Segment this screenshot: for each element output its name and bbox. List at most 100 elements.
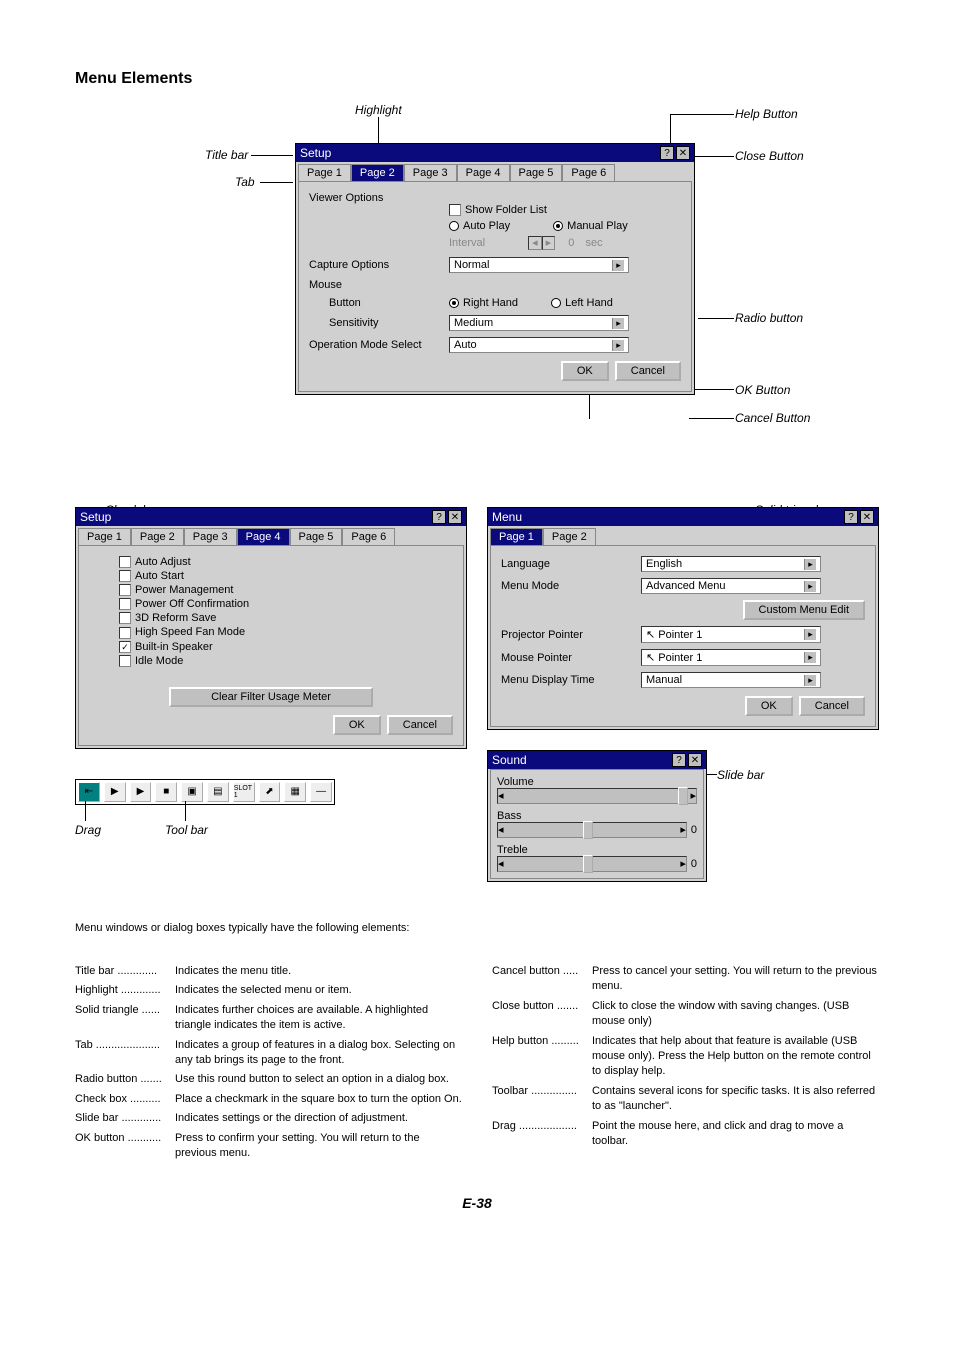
treble-slider[interactable]: ◂▸ — [497, 856, 687, 872]
menu-mode-label: Menu Mode — [501, 580, 641, 592]
ann-tab: Tab — [235, 175, 255, 189]
toolbar-view1-icon[interactable]: ▣ — [181, 782, 203, 802]
check-idle[interactable] — [119, 655, 131, 667]
ann-help-button: Help Button — [735, 107, 798, 121]
toolbar[interactable]: ⇤ ▶ ▶ ■ ▣ ▤ SLOT 1 ⬈ ▦ — — [75, 779, 335, 805]
help-icon[interactable]: ? — [660, 146, 674, 160]
ann-toolbar: Tool bar — [165, 823, 208, 837]
help-icon[interactable]: ? — [432, 510, 446, 524]
menu-disp-time-label: Menu Display Time — [501, 674, 641, 686]
interval-label: Interval — [449, 237, 485, 249]
auto-play-radio[interactable] — [449, 221, 459, 231]
ok-button[interactable]: OK — [333, 715, 381, 735]
op-mode-select[interactable]: Auto▸ — [449, 337, 629, 353]
toolbar-view2-icon[interactable]: ▤ — [207, 782, 229, 802]
check-power-off-conf[interactable] — [119, 598, 131, 610]
toolbar-stop-icon[interactable]: ■ — [155, 782, 177, 802]
check-auto-adjust[interactable] — [119, 556, 131, 568]
custom-menu-edit-button[interactable]: Custom Menu Edit — [743, 600, 865, 620]
tab-page6[interactable]: Page 6 — [342, 528, 395, 545]
fig1-container: Highlight Title bar Tab Help Button Clos… — [75, 103, 879, 483]
auto-play-label: Auto Play — [463, 220, 510, 232]
left-hand-radio[interactable] — [551, 298, 561, 308]
menu-title: Menu — [492, 510, 522, 524]
check-speaker[interactable]: ✓ — [119, 641, 131, 653]
intro-text: Menu windows or dialog boxes typically h… — [75, 922, 879, 934]
ann-highlight: Highlight — [355, 103, 402, 117]
right-hand-label: Right Hand — [463, 297, 518, 309]
mouse-pointer-label: Mouse Pointer — [501, 652, 641, 664]
bass-value: 0 — [691, 824, 697, 836]
proj-pointer-label: Projector Pointer — [501, 629, 641, 641]
ok-button[interactable]: OK — [745, 696, 793, 716]
cancel-button[interactable]: Cancel — [799, 696, 865, 716]
clear-filter-button[interactable]: Clear Filter Usage Meter — [169, 687, 373, 707]
sec-label: sec — [585, 237, 602, 249]
tab-page1[interactable]: Page 1 — [78, 528, 131, 545]
close-icon[interactable]: ✕ — [448, 510, 462, 524]
treble-label: Treble — [497, 844, 697, 856]
capture-options-label: Capture Options — [309, 259, 449, 271]
tab-page6[interactable]: Page 6 — [562, 164, 615, 181]
bass-slider[interactable]: ◂▸ — [497, 822, 687, 838]
toolbar-drag-icon[interactable]: ⇤ — [78, 782, 100, 802]
tab-page2[interactable]: Page 2 — [543, 528, 596, 545]
right-hand-radio[interactable] — [449, 298, 459, 308]
menu-dialog: Menu ?✕ Page 1 Page 2 LanguageEnglish▸ M… — [487, 507, 879, 730]
language-select[interactable]: English▸ — [641, 556, 821, 572]
manual-play-label: Manual Play — [567, 220, 628, 232]
tab-page2[interactable]: Page 2 — [351, 164, 404, 181]
menu-disp-time-select[interactable]: Manual▸ — [641, 672, 821, 688]
close-icon[interactable]: ✕ — [676, 146, 690, 160]
show-folder-label: Show Folder List — [465, 204, 547, 216]
ann-close-button: Close Button — [735, 149, 804, 163]
toolbar-play-icon[interactable]: ▶ — [104, 782, 126, 802]
cancel-button[interactable]: Cancel — [387, 715, 453, 735]
close-icon[interactable]: ✕ — [860, 510, 874, 524]
help-icon[interactable]: ? — [672, 753, 686, 767]
check-hs-fan[interactable] — [119, 627, 131, 639]
tab-page4[interactable]: Page 4 — [457, 164, 510, 181]
help-icon[interactable]: ? — [844, 510, 858, 524]
check-3d-reform[interactable] — [119, 612, 131, 624]
desc-left-col: Title bar .............Indicates the men… — [75, 964, 462, 1165]
toolbar-misc-icon[interactable]: ▦ — [284, 782, 306, 802]
tab-page5[interactable]: Page 5 — [510, 164, 563, 181]
section-title: Menu Elements — [75, 70, 879, 88]
sound-dialog: Sound ?✕ Volume ◂▸ Bass ◂▸ 0 Treble ◂ — [487, 750, 707, 882]
ok-button[interactable]: OK — [561, 361, 609, 381]
bass-label: Bass — [497, 810, 697, 822]
tab-page3[interactable]: Page 3 — [184, 528, 237, 545]
toolbar-setup-icon[interactable]: ⬈ — [259, 782, 281, 802]
menu-mode-select[interactable]: Advanced Menu▸ — [641, 578, 821, 594]
setup2-dialog: Setup ?✕ Page 1 Page 2 Page 3 Page 4 Pag… — [75, 507, 467, 749]
viewer-options-label: Viewer Options — [309, 192, 449, 204]
tab-page4[interactable]: Page 4 — [237, 528, 290, 545]
mouse-pointer-select[interactable]: ↖ Pointer 1▸ — [641, 649, 821, 666]
check-auto-start[interactable] — [119, 570, 131, 582]
desc-right-col: Cancel button .....Press to cancel your … — [492, 964, 879, 1165]
capture-select[interactable]: Normal▸ — [449, 257, 629, 273]
proj-pointer-select[interactable]: ↖ Pointer 1▸ — [641, 626, 821, 643]
volume-slider[interactable]: ◂▸ — [497, 788, 697, 804]
sound-title: Sound — [492, 753, 527, 767]
close-icon[interactable]: ✕ — [688, 753, 702, 767]
tab-page2[interactable]: Page 2 — [131, 528, 184, 545]
check-power-mgmt[interactable] — [119, 584, 131, 596]
ann-radio-button: Radio button — [735, 311, 803, 325]
tab-page1[interactable]: Page 1 — [298, 164, 351, 181]
setup-title: Setup — [300, 146, 331, 160]
tab-page3[interactable]: Page 3 — [404, 164, 457, 181]
op-mode-label: Operation Mode Select — [309, 339, 449, 351]
ann-drag: Drag — [75, 823, 101, 837]
tab-page5[interactable]: Page 5 — [290, 528, 343, 545]
sensitivity-select[interactable]: Medium▸ — [449, 315, 629, 331]
toolbar-min-icon[interactable]: — — [310, 782, 332, 802]
cancel-button[interactable]: Cancel — [615, 361, 681, 381]
ann-ok-button: OK Button — [735, 383, 790, 397]
toolbar-play2-icon[interactable]: ▶ — [130, 782, 152, 802]
toolbar-slot-icon[interactable]: SLOT 1 — [233, 782, 255, 802]
manual-play-radio[interactable] — [553, 221, 563, 231]
show-folder-check[interactable] — [449, 204, 461, 216]
tab-page1[interactable]: Page 1 — [490, 528, 543, 545]
